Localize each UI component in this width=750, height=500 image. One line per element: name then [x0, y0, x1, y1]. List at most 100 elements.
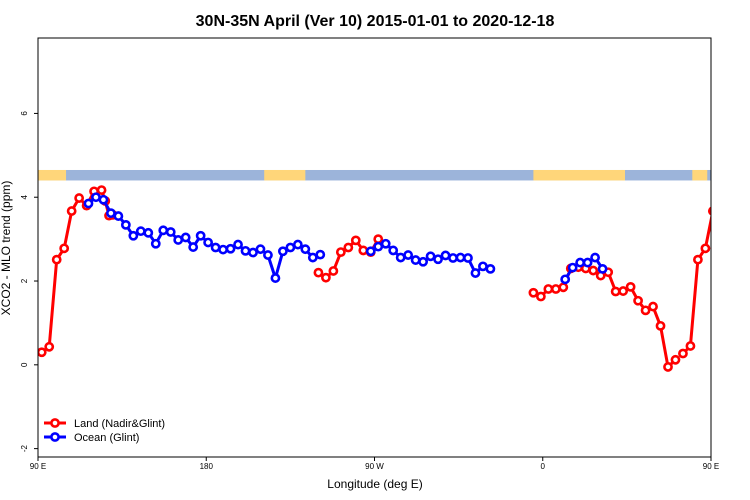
data-point-ocean — [188, 242, 199, 252]
data-point-ocean — [113, 211, 124, 221]
mask-land-segment — [533, 169, 624, 181]
data-point-ocean — [203, 237, 214, 248]
data-point-ocean — [448, 253, 458, 263]
data-point-land — [663, 362, 673, 372]
y-axis: -2 0 2 4 6 — [20, 111, 38, 453]
data-point-land — [66, 206, 77, 216]
data-point-ocean — [470, 268, 481, 278]
y-axis-label: XCO2 - MLO trend (ppm) — [0, 181, 13, 316]
data-point-ocean — [277, 246, 288, 257]
y-tick-label: -2 — [20, 445, 29, 453]
data-point-land — [335, 247, 346, 258]
data-point-ocean — [158, 225, 169, 236]
data-point-ocean — [425, 251, 436, 262]
data-point-land — [685, 341, 696, 351]
data-point-ocean — [98, 194, 109, 205]
data-point-land — [38, 347, 47, 358]
data-point-ocean — [165, 227, 176, 237]
data-point-land — [588, 265, 599, 276]
data-point-ocean — [418, 256, 429, 267]
mask-land-segment — [621, 169, 626, 181]
data-point-land — [717, 194, 724, 201]
data-point-land — [618, 286, 629, 296]
data-point-land — [640, 305, 651, 316]
mask-land-segment — [692, 169, 708, 181]
data-point-ocean — [410, 255, 421, 265]
data-point-ocean — [315, 249, 326, 260]
data-point-ocean — [106, 208, 116, 219]
data-point-ocean — [307, 252, 318, 263]
data-point-ocean — [195, 230, 206, 241]
data-point-ocean — [560, 274, 571, 285]
data-point-land — [707, 206, 711, 216]
data-point-land — [610, 286, 621, 297]
data-point-ocean — [590, 252, 600, 263]
data-point-ocean — [91, 192, 101, 203]
x-axis-label: Longitude (deg E) — [327, 477, 422, 491]
data-point-land — [535, 291, 546, 302]
data-point-ocean — [575, 257, 586, 268]
data-point-ocean — [478, 261, 488, 272]
data-point-land — [328, 266, 339, 276]
data-point-ocean — [395, 252, 406, 263]
legend-swatch-marker — [50, 432, 60, 442]
data-point-land — [558, 282, 569, 293]
data-point-land — [693, 254, 703, 265]
y-tick-label: 6 — [20, 111, 29, 116]
data-point-land — [313, 267, 324, 278]
y-tick-label: 2 — [20, 278, 29, 283]
data-point-land — [350, 235, 361, 246]
chart-title: 30N-35N April (Ver 10) 2015-01-01 to 202… — [196, 13, 555, 30]
data-point-ocean — [225, 243, 236, 254]
y-tick-label: 4 — [20, 194, 29, 199]
data-point-ocean — [248, 247, 258, 258]
data-point-ocean — [388, 245, 399, 256]
data-point-ocean — [210, 242, 221, 253]
data-point-ocean — [143, 227, 154, 238]
data-point-ocean — [255, 244, 266, 255]
y-tick-label: 0 — [20, 362, 29, 367]
data-point-ocean — [292, 239, 303, 250]
series-line-ocean — [719, 197, 750, 247]
data-point-ocean — [263, 250, 273, 260]
data-point-land — [732, 188, 739, 195]
data-point-ocean — [433, 254, 443, 265]
data-point-ocean — [485, 263, 496, 274]
legend: Land (Nadir&Glint) Ocean (Glint) — [44, 418, 165, 444]
series-ocean — [83, 192, 750, 285]
data-point-ocean — [135, 226, 146, 237]
data-point-ocean — [440, 250, 451, 261]
x-axis: 90 E 180 90 W 0 90 E — [30, 457, 719, 471]
data-point-land — [700, 243, 711, 254]
data-point-ocean — [120, 219, 131, 230]
data-point-ocean — [582, 257, 593, 268]
data-point-ocean — [373, 241, 384, 252]
series-line-land — [532, 265, 677, 369]
series-line-land — [681, 212, 711, 355]
data-point-ocean — [83, 198, 94, 209]
data-point-land — [59, 243, 70, 254]
data-point-land — [724, 202, 731, 209]
data-point-land — [633, 295, 643, 306]
data-point-land — [74, 193, 85, 203]
data-point-ocean — [270, 273, 281, 283]
data-point-land — [550, 284, 561, 294]
data-point-ocean — [240, 245, 251, 256]
mask-land-segment — [38, 169, 67, 181]
data-point-ocean — [173, 235, 184, 245]
x-tick-label: 90 E — [703, 462, 719, 471]
data-point-land — [743, 197, 750, 204]
data-point-land — [655, 320, 666, 331]
series-line-land — [40, 188, 114, 354]
data-point-land — [51, 254, 62, 265]
data-point-land — [343, 242, 354, 253]
legend-entry-label: Ocean (Glint) — [74, 432, 139, 444]
x-tick-label: 90 W — [365, 462, 384, 471]
land-ocean-mask — [38, 169, 711, 181]
data-point-ocean — [150, 238, 161, 249]
data-point-ocean — [715, 200, 722, 207]
data-point-land — [44, 341, 55, 352]
data-point-ocean — [233, 239, 243, 250]
data-point-land — [670, 354, 681, 365]
